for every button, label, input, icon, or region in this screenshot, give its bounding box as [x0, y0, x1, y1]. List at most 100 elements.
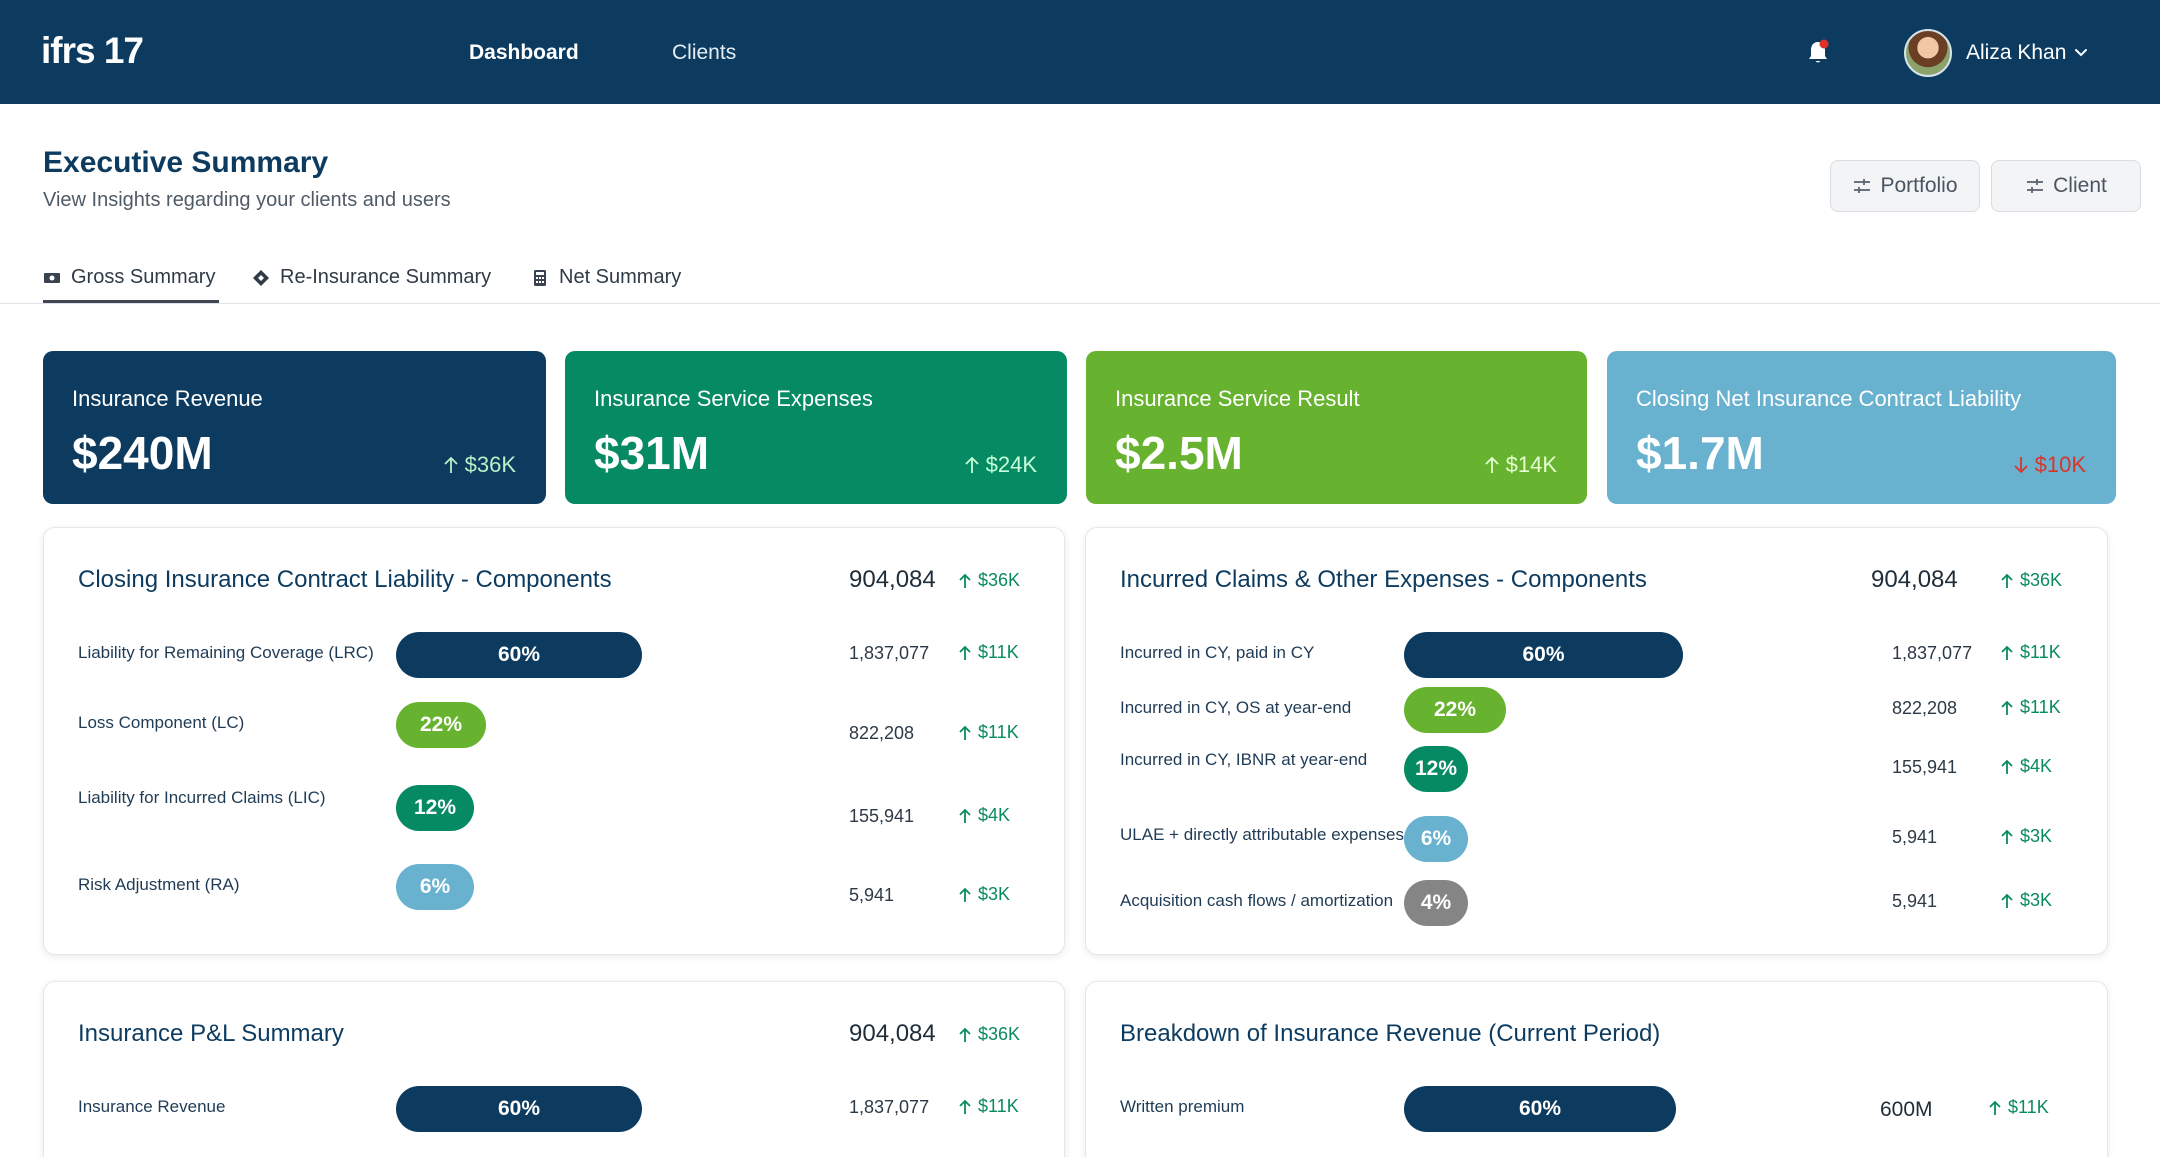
- row-label: Written premium: [1120, 1097, 1245, 1116]
- row-delta: $11K: [2000, 642, 2061, 663]
- kpi-title: Closing Net Insurance Contract Liability: [1636, 386, 2022, 411]
- pl-summary-panel: Insurance P&L Summary 904,084 $36K Insur…: [43, 981, 1065, 1157]
- delta-value: $36K: [978, 570, 1021, 590]
- active-tab-indicator: [43, 300, 219, 304]
- tab-label: Gross Summary: [71, 266, 216, 288]
- row-delta: $4K: [2000, 756, 2052, 777]
- panel-delta: $36K: [958, 570, 1020, 591]
- kpi-card[interactable]: Insurance Service Expenses $31M $24K: [565, 351, 1067, 504]
- row-value: 155,941: [1892, 757, 1958, 777]
- row-delta: $11K: [1988, 1097, 2049, 1118]
- row-delta: $3K: [958, 884, 1010, 905]
- chevron-down-icon[interactable]: [2072, 44, 2090, 62]
- arrow-up-icon: [959, 1099, 971, 1114]
- panel-total: 904,084: [849, 1020, 936, 1047]
- arrow-up-icon: [964, 456, 979, 473]
- percentage-bar[interactable]: 4%: [1404, 880, 1468, 926]
- tab-reinsurance-summary[interactable]: Re-Insurance Summary: [252, 266, 491, 289]
- arrow-up-icon: [2001, 829, 2013, 844]
- nav-clients[interactable]: Clients: [672, 41, 737, 64]
- app-logo[interactable]: ifrs 17: [41, 30, 144, 71]
- notification-bell-icon[interactable]: [1806, 38, 1830, 66]
- percentage-bar[interactable]: 12%: [396, 785, 474, 831]
- kpi-delta-value: $36K: [464, 452, 516, 477]
- row-delta: $11K: [958, 722, 1019, 743]
- revenue-breakdown-panel: Breakdown of Insurance Revenue (Current …: [1085, 981, 2108, 1157]
- kpi-delta-value: $24K: [985, 452, 1037, 477]
- row-label: Loss Component (LC): [78, 713, 245, 732]
- row-label: Acquisition cash flows / amortization: [1120, 891, 1394, 910]
- kpi-delta: $36K: [443, 452, 516, 478]
- row-label: Incurred in CY, IBNR at year-end: [1120, 750, 1368, 769]
- panel-title: Incurred Claims & Other Expenses - Compo…: [1120, 566, 1647, 593]
- percentage-bar[interactable]: 22%: [1404, 687, 1506, 733]
- tabs-divider: [0, 303, 2160, 304]
- kpi-card[interactable]: Closing Net Insurance Contract Liability…: [1607, 351, 2116, 504]
- claims-components-panel: Incurred Claims & Other Expenses - Compo…: [1085, 527, 2108, 955]
- tab-gross-summary[interactable]: Gross Summary: [43, 266, 215, 289]
- arrow-up-icon: [959, 808, 971, 823]
- panel-delta: $36K: [958, 1024, 1020, 1045]
- tab-net-summary[interactable]: Net Summary: [531, 266, 681, 289]
- row-value: 155,941: [849, 806, 915, 826]
- tab-label: Re-Insurance Summary: [280, 266, 492, 288]
- row-value: 1,837,077: [849, 1097, 930, 1117]
- row-delta-value: $3K: [2020, 890, 2053, 910]
- panel-title: Closing Insurance Contract Liability - C…: [78, 566, 612, 593]
- kpi-value: $2.5M: [1115, 427, 1243, 479]
- kpi-value: $1.7M: [1636, 427, 1764, 479]
- row-delta-value: $11K: [978, 722, 1019, 742]
- percentage-bar[interactable]: 6%: [396, 864, 474, 910]
- client-filter-label: Client: [2053, 174, 2107, 197]
- row-label: Liability for Incurred Claims (LIC): [78, 788, 326, 807]
- money-icon: [44, 272, 60, 283]
- arrow-up-icon: [443, 456, 458, 473]
- delta-value: $36K: [978, 1024, 1021, 1044]
- kpi-delta: $10K: [2013, 452, 2086, 478]
- row-delta-value: $11K: [978, 1096, 1019, 1116]
- kpi-delta: $14K: [1484, 452, 1557, 478]
- percentage-bar[interactable]: 60%: [1404, 1086, 1676, 1132]
- kpi-title: Insurance Service Expenses: [594, 386, 873, 411]
- row-delta: $4K: [958, 805, 1010, 826]
- arrow-up-icon: [2001, 893, 2013, 908]
- client-filter-button[interactable]: Client: [1991, 160, 2141, 212]
- row-delta-value: $4K: [2020, 756, 2053, 776]
- percentage-bar[interactable]: 60%: [396, 1086, 642, 1132]
- row-value: 1,837,077: [1892, 643, 1973, 663]
- row-label: Insurance Revenue: [78, 1097, 226, 1116]
- kpi-card[interactable]: Insurance Revenue $240M $36K: [43, 351, 546, 504]
- kpi-title: Insurance Service Result: [1115, 386, 1360, 411]
- nav-dashboard[interactable]: Dashboard: [469, 41, 579, 64]
- percentage-bar[interactable]: 12%: [1404, 746, 1468, 792]
- delta-value: $36K: [2020, 570, 2063, 590]
- row-value: 5,941: [849, 885, 895, 905]
- percentage-bar[interactable]: 60%: [1404, 632, 1683, 678]
- arrow-up-icon: [2001, 759, 2013, 774]
- percentage-bar[interactable]: 6%: [1404, 816, 1468, 862]
- kpi-delta: $24K: [964, 452, 1037, 478]
- panel-title: Insurance P&L Summary: [78, 1020, 344, 1047]
- portfolio-filter-button[interactable]: Portfolio: [1830, 160, 1980, 212]
- percentage-bar[interactable]: 22%: [396, 702, 486, 748]
- kpi-value: $31M: [594, 427, 710, 479]
- tab-label: Net Summary: [559, 266, 682, 288]
- diamond-icon: [253, 269, 269, 286]
- user-avatar[interactable]: [1904, 29, 1952, 77]
- kpi-delta-value: $10K: [2034, 452, 2086, 477]
- row-delta-value: $3K: [2020, 826, 2053, 846]
- sliders-icon: [1854, 179, 1871, 193]
- kpi-title: Insurance Revenue: [72, 386, 263, 411]
- row-value: 1,837,077: [849, 643, 930, 663]
- row-value: 822,208: [849, 723, 915, 743]
- row-delta: $3K: [2000, 826, 2052, 847]
- row-delta-value: $11K: [978, 642, 1019, 662]
- row-delta-value: $11K: [2008, 1097, 2049, 1117]
- page-title: Executive Summary: [43, 146, 329, 179]
- arrow-up-icon: [959, 645, 971, 660]
- user-name[interactable]: Aliza Khan: [1966, 41, 2067, 64]
- arrow-up-icon: [1484, 456, 1499, 473]
- panel-delta: $36K: [2000, 570, 2062, 591]
- kpi-card[interactable]: Insurance Service Result $2.5M $14K: [1086, 351, 1587, 504]
- percentage-bar[interactable]: 60%: [396, 632, 642, 678]
